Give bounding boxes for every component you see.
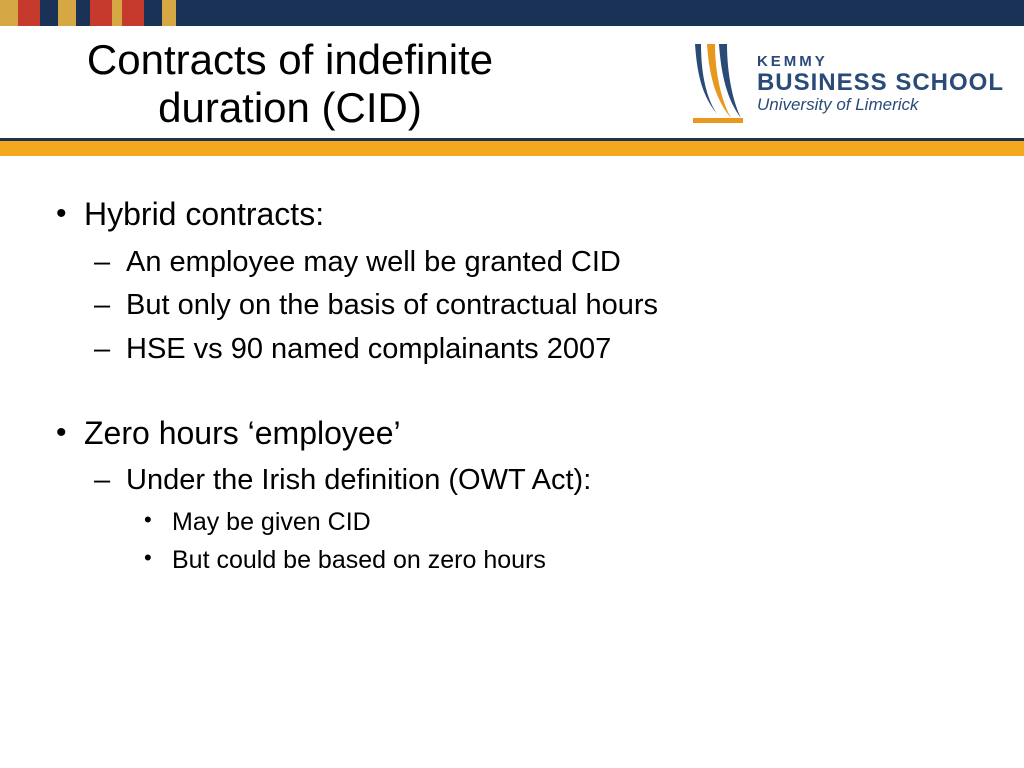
color-stripe xyxy=(162,0,176,26)
color-stripe xyxy=(58,0,76,26)
color-stripe xyxy=(18,0,40,26)
logo-line-school: BUSINESS SCHOOL xyxy=(757,70,1004,95)
list-item: Hybrid contracts: An employee may well be… xyxy=(48,194,994,369)
list-item: But could be based on zero hours xyxy=(126,544,994,577)
slide-body: Hybrid contracts: An employee may well be… xyxy=(0,156,1024,577)
list-item-text: May be given CID xyxy=(172,508,371,536)
logo-mark-icon xyxy=(687,44,747,124)
list-item-text: Zero hours ‘employee’ xyxy=(84,415,401,451)
sub-list: Under the Irish definition (OWT Act): May… xyxy=(84,462,994,577)
top-color-bar xyxy=(0,0,1024,26)
logo-line-university: University of Limerick xyxy=(757,96,1004,114)
bullet-list: Hybrid contracts: An employee may well be… xyxy=(48,194,994,577)
list-item-text: Hybrid contracts: xyxy=(84,196,324,232)
sub-list: May be given CID But could be based on ze… xyxy=(126,506,994,577)
list-item: HSE vs 90 named complainants 2007 xyxy=(84,331,994,369)
logo-text: KEMMY BUSINESS SCHOOL University of Lime… xyxy=(757,54,1004,114)
color-stripe xyxy=(144,0,162,26)
logo-line-kemmy: KEMMY xyxy=(757,54,1004,70)
header-row: Contracts of indefinite duration (CID) K… xyxy=(0,26,1024,138)
sub-list: An employee may well be granted CID But o… xyxy=(84,244,994,369)
list-item-text: Under the Irish definition (OWT Act): xyxy=(126,464,591,496)
title-line-1: Contracts of indefinite xyxy=(40,36,540,84)
list-item-text: But only on the basis of contractual hou… xyxy=(126,289,658,321)
title-line-2: duration (CID) xyxy=(40,84,540,132)
list-item-text: HSE vs 90 named complainants 2007 xyxy=(126,333,611,365)
color-stripe xyxy=(76,0,90,26)
list-item: But only on the basis of contractual hou… xyxy=(84,287,994,325)
color-stripe xyxy=(122,0,144,26)
school-logo: KEMMY BUSINESS SCHOOL University of Lime… xyxy=(687,44,1004,124)
color-stripe xyxy=(112,0,122,26)
list-item: Under the Irish definition (OWT Act): May… xyxy=(84,462,994,577)
list-item: May be given CID xyxy=(126,506,994,539)
color-stripe xyxy=(40,0,58,26)
list-item-text: An employee may well be granted CID xyxy=(126,246,621,278)
list-item: Zero hours ‘employee’ Under the Irish def… xyxy=(48,413,994,577)
list-item-text: But could be based on zero hours xyxy=(172,546,546,574)
color-stripe xyxy=(0,0,18,26)
color-stripe xyxy=(90,0,112,26)
accent-bar xyxy=(0,138,1024,156)
list-item: An employee may well be granted CID xyxy=(84,244,994,282)
slide-title: Contracts of indefinite duration (CID) xyxy=(0,36,540,133)
